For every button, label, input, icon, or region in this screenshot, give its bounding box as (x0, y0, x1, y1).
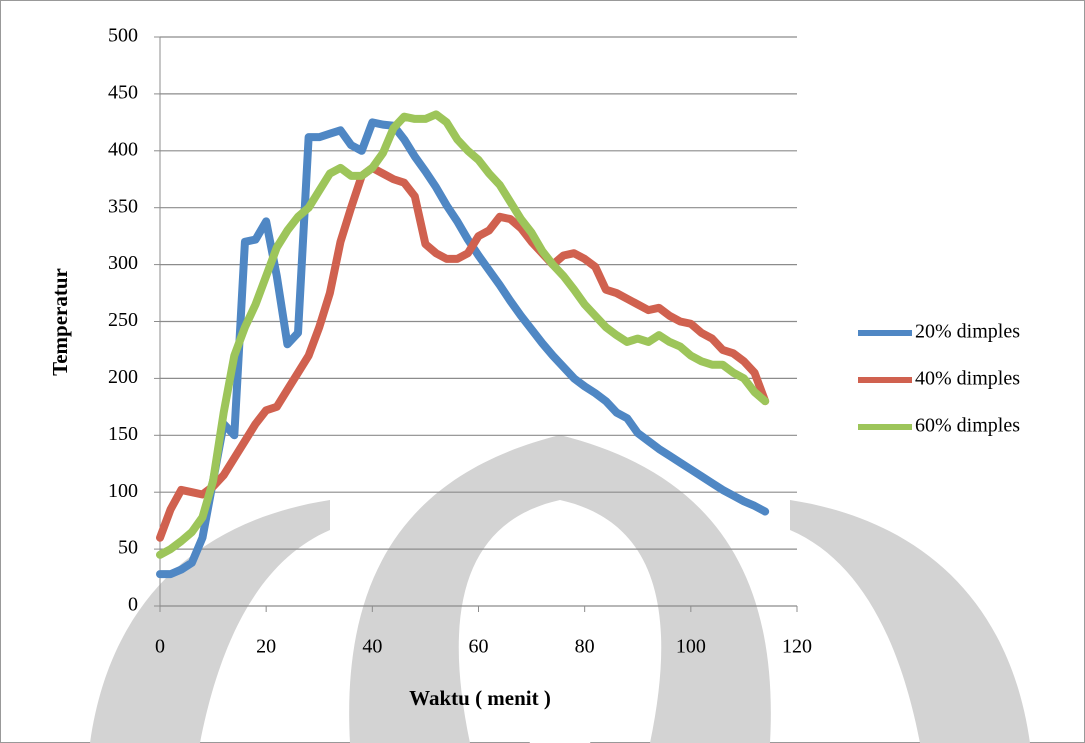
x-tick-label: 20 (256, 636, 276, 658)
x-tick-label: 0 (155, 636, 165, 658)
x-tick-label: 120 (782, 636, 812, 658)
y-tick-label: 450 (108, 81, 138, 103)
x-tick-label: 40 (362, 636, 382, 658)
y-tick-label: 500 (108, 25, 138, 47)
chart: 0 50 100 150 200 250 300 350 400 450 500 0 20 40 60 80 1… (0, 0, 1085, 743)
y-tick-label: 100 (108, 480, 138, 502)
legend-label: 40% dimples (915, 368, 1020, 390)
legend-label: 20% dimples (915, 321, 1020, 343)
legend-label: 60% dimples (915, 415, 1020, 437)
y-tick-label: 400 (108, 138, 138, 160)
x-tick-label: 60 (469, 636, 489, 658)
y-tick-label: 350 (108, 195, 138, 217)
y-tick-label: 250 (108, 309, 138, 331)
y-tick-label: 50 (118, 537, 138, 559)
y-tick-label: 150 (108, 423, 138, 445)
y-axis-label: Temperatur (48, 268, 72, 376)
y-tick-label: 200 (108, 366, 138, 388)
y-tick-label: 300 (108, 252, 138, 274)
x-tick-label: 100 (676, 636, 706, 658)
x-axis-label: Waktu ( menit ) (409, 686, 551, 710)
x-tick-label: 80 (575, 636, 595, 658)
y-tick-label: 0 (128, 594, 138, 616)
